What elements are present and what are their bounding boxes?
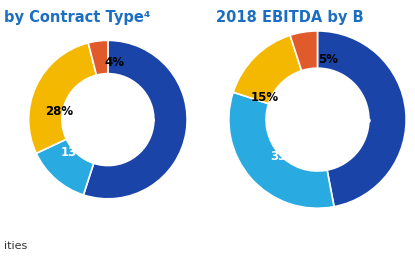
Text: 33%: 33% <box>270 150 298 163</box>
Text: 15%: 15% <box>250 91 278 104</box>
Wedge shape <box>317 31 406 207</box>
Text: 4%: 4% <box>104 56 124 69</box>
Text: 28%: 28% <box>45 105 73 118</box>
Wedge shape <box>83 40 187 199</box>
Text: 2018 EBITDA by B: 2018 EBITDA by B <box>216 10 364 25</box>
Wedge shape <box>88 40 108 75</box>
Text: 13%: 13% <box>61 146 89 159</box>
Wedge shape <box>36 139 94 195</box>
Text: 47%: 47% <box>343 113 371 126</box>
Text: 5%: 5% <box>318 53 338 66</box>
Wedge shape <box>29 43 96 153</box>
Text: ities: ities <box>4 241 27 251</box>
Wedge shape <box>233 35 302 104</box>
Wedge shape <box>229 92 334 208</box>
Wedge shape <box>290 31 317 71</box>
Text: by Contract Type⁴: by Contract Type⁴ <box>4 10 151 25</box>
Text: 55%: 55% <box>127 113 155 126</box>
